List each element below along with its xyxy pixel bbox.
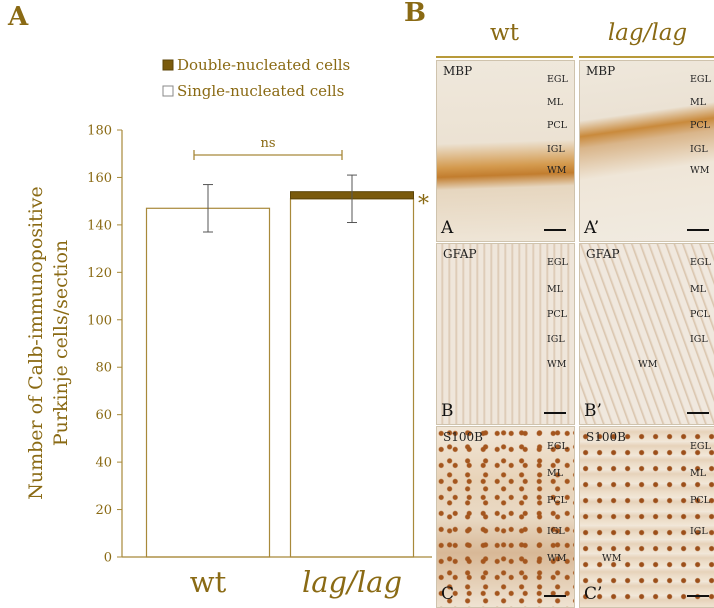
y-axis: 0 20 40 60 80 100 120 140 160 180 xyxy=(87,124,123,566)
sub-panel-label: A xyxy=(441,218,454,238)
layer-label: PCL xyxy=(690,495,710,506)
layer-label: PCL xyxy=(547,309,567,320)
stain-label: S100B xyxy=(443,430,483,444)
bar-chart: Double-nucleated cells Single-nucleated c… xyxy=(25,56,432,599)
layer-label: EGL xyxy=(547,74,568,85)
x-category-label: wt xyxy=(190,565,227,599)
y-axis-label-line: Purkinje cells/section xyxy=(50,240,72,446)
y-axis-label: Number of Calb-immunopositive Purkinje ce… xyxy=(25,186,72,500)
y-label-rotated: Number of Calb-immunopositive Purkinje ce… xyxy=(25,186,72,500)
scale-bar xyxy=(544,412,566,414)
scale-bar xyxy=(687,229,709,231)
y-tick-label: 160 xyxy=(87,171,112,186)
layer-label: ML xyxy=(547,284,564,295)
micrograph-gfap-wt: GFAP EGL ML PCL IGL WM B xyxy=(436,243,575,425)
layer-label: WM xyxy=(547,165,567,176)
sub-panel-label: B’ xyxy=(584,401,602,421)
y-tick-label: 20 xyxy=(95,503,112,518)
legend-swatch xyxy=(162,85,174,97)
layer-label: EGL xyxy=(690,257,711,268)
layer-label: WM xyxy=(690,165,710,176)
layer-label: IGL xyxy=(690,526,708,537)
layer-label: WM xyxy=(638,359,658,370)
y-tick-label: 140 xyxy=(87,218,112,233)
micrograph-s100b-wt: S100B EGL ML PCL IGL WM C xyxy=(436,426,575,608)
stain-label: MBP xyxy=(443,64,473,78)
column-title: wt xyxy=(490,20,519,46)
significance-group: ns * xyxy=(193,136,429,217)
micrograph-gfap-lag: GFAP EGL ML PCL IGL WM B’ xyxy=(579,243,714,425)
micrograph-mbp-wt: MBP EGL ML PCL IGL WM A xyxy=(436,60,575,242)
layer-label: PCL xyxy=(690,309,710,320)
layer-label: PCL xyxy=(547,495,567,506)
legend-label: Double-nucleated cells xyxy=(177,56,350,74)
stain-label: GFAP xyxy=(586,247,620,261)
sub-panel-label: C xyxy=(441,584,455,604)
micrograph-panel: wt lag/lag MBP EGL ML PCL IGL WM A MBP EGL ML PCL IGL… xyxy=(436,0,714,608)
significance-star: * xyxy=(418,192,429,217)
column-rule xyxy=(436,56,573,58)
layer-label: PCL xyxy=(547,120,567,131)
sub-panel-label: B xyxy=(441,401,454,421)
layer-label: IGL xyxy=(547,144,565,155)
ns-label: ns xyxy=(260,136,275,151)
chart-legend: Double-nucleated cells Single-nucleated c… xyxy=(162,56,350,100)
y-tick-label: 40 xyxy=(95,456,112,471)
y-tick-label: 60 xyxy=(95,408,112,423)
layer-label: WM xyxy=(547,553,567,564)
layer-label: ML xyxy=(690,468,707,479)
layer-label: WM xyxy=(602,553,622,564)
bar-single-0 xyxy=(145,207,271,558)
layer-label: EGL xyxy=(547,257,568,268)
x-axis: wt lag/lag xyxy=(122,556,432,599)
panel-a-letter: A xyxy=(8,2,29,32)
sub-panel-label: A’ xyxy=(584,218,600,238)
stain-label: S100B xyxy=(586,430,626,444)
sub-panel-label: C’ xyxy=(584,584,603,604)
y-tick-label: 0 xyxy=(104,551,112,566)
layer-label: WM xyxy=(547,359,567,370)
layer-label: EGL xyxy=(690,441,711,452)
panel-b-letter: B xyxy=(404,0,426,28)
scale-bar xyxy=(687,595,709,597)
column-title: lag/lag xyxy=(607,20,688,46)
scale-bar xyxy=(544,595,566,597)
layer-label: IGL xyxy=(547,334,565,345)
layer-label: ML xyxy=(547,468,564,479)
y-tick-label: 80 xyxy=(95,361,112,376)
scale-bar xyxy=(544,229,566,231)
x-category-label: lag/lag xyxy=(302,565,402,599)
scale-bar xyxy=(687,412,709,414)
micrograph-mbp-lag: MBP EGL ML PCL IGL WM A’ xyxy=(579,60,714,242)
y-axis-label-line: Number of Calb-immunopositive xyxy=(25,186,47,500)
y-tick-label: 120 xyxy=(87,266,112,281)
micrograph-s100b-lag: S100B EGL ML PCL IGL WM C’ xyxy=(579,426,714,608)
layer-label: ML xyxy=(690,97,707,108)
layer-label: ML xyxy=(690,284,707,295)
layer-label: ML xyxy=(547,97,564,108)
bars-group xyxy=(145,191,415,558)
layer-label: EGL xyxy=(547,441,568,452)
y-tick-label: 100 xyxy=(87,313,112,328)
bar-single-1 xyxy=(289,198,415,558)
legend-label: Single-nucleated cells xyxy=(177,82,344,100)
stain-label: GFAP xyxy=(443,247,477,261)
layer-label: IGL xyxy=(690,334,708,345)
layer-label: PCL xyxy=(690,120,710,131)
legend-swatch xyxy=(162,59,174,71)
error-bars-group xyxy=(203,174,357,233)
y-tick-label: 180 xyxy=(87,124,112,139)
layer-label: IGL xyxy=(690,144,708,155)
layer-label: EGL xyxy=(690,74,711,85)
stain-label: MBP xyxy=(586,64,616,78)
layer-label: IGL xyxy=(547,526,565,537)
column-rule xyxy=(579,56,714,58)
